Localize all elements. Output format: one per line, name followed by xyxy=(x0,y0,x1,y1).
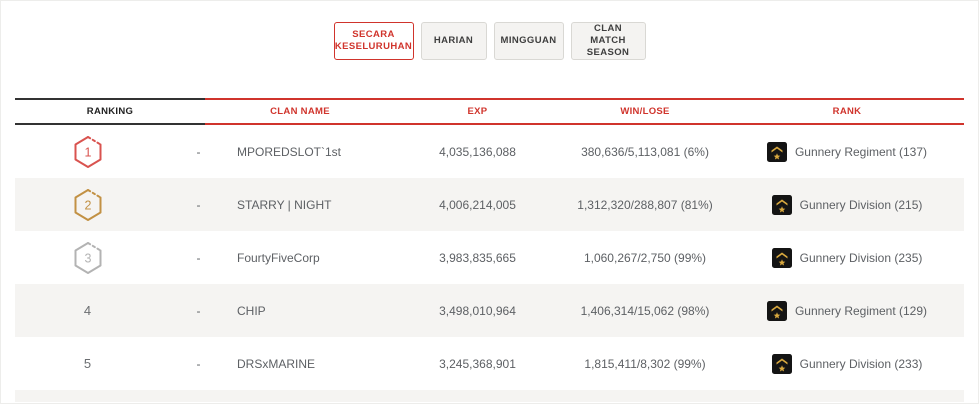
tab-secara-keseluruhan[interactable]: SECARA KESELURUHAN xyxy=(333,22,414,60)
table-body: 1 - MPOREDSLOT`1st 4,035,136,088 380,636… xyxy=(15,125,964,390)
win-lose-cell: 1,060,267/2,750 (99%) xyxy=(583,250,707,265)
table-row: 3 - FourtyFiveCorp 3,983,835,665 1,060,2… xyxy=(15,231,964,284)
clan-name-cell: MPOREDSLOT`1st xyxy=(237,144,342,159)
exp-cell: 4,006,214,005 xyxy=(439,197,516,212)
ranking-cell: 4 xyxy=(15,303,160,318)
rank-cell: Gunnery Division (215) xyxy=(730,194,964,215)
win-lose-cell: 1,312,320/288,807 (81%) xyxy=(577,197,713,212)
header-clan-name: CLAN NAME xyxy=(205,98,395,125)
ranking-cell: 5 xyxy=(15,356,160,371)
header-rank: RANK xyxy=(730,98,964,125)
ranking-cell: 1 xyxy=(15,132,160,172)
military-rank-insignia-icon xyxy=(766,300,787,321)
table-row: 5 - DRSxMARINE 3,245,368,901 1,815,411/8… xyxy=(15,337,964,390)
svg-text:3: 3 xyxy=(84,251,91,265)
svg-text:1: 1 xyxy=(84,145,91,159)
header-exp: EXP xyxy=(395,98,560,125)
rank-title: Gunnery Regiment (129) xyxy=(794,303,928,318)
clan-name-cell: CHIP xyxy=(237,303,266,318)
movement-cell: - xyxy=(196,356,201,371)
table-row: 4 - CHIP 3,498,010,964 1,406,314/15,062 … xyxy=(15,284,964,337)
rank-title: Gunnery Division (215) xyxy=(799,197,923,212)
military-rank-insignia-icon xyxy=(766,141,787,162)
win-lose-cell: 1,815,411/8,302 (99%) xyxy=(584,356,706,371)
rank-hexagon-badge: 1 xyxy=(70,132,106,172)
table-header-row: RANKING CLAN NAME EXP WIN/LOSE RANK xyxy=(15,98,964,125)
movement-cell: - xyxy=(196,144,201,159)
exp-cell: 4,035,136,088 xyxy=(439,144,516,159)
ranking-cell: 2 xyxy=(15,185,160,225)
military-rank-insignia-icon xyxy=(771,194,792,215)
exp-cell: 3,983,835,665 xyxy=(439,250,516,265)
rank-number: 4 xyxy=(83,303,92,318)
rank-title: Gunnery Division (233) xyxy=(799,356,923,371)
movement-cell: - xyxy=(196,197,201,212)
tab-harian[interactable]: HARIAN xyxy=(420,22,487,60)
rank-title: Gunnery Regiment (137) xyxy=(794,144,928,159)
military-rank-insignia-icon xyxy=(771,353,792,374)
clan-name-cell: FourtyFiveCorp xyxy=(237,250,320,265)
win-lose-cell: 380,636/5,113,081 (6%) xyxy=(581,144,709,159)
tab-clan-match-season[interactable]: CLAN MATCH SEASON xyxy=(570,22,646,60)
rank-number: 5 xyxy=(83,356,92,371)
rank-cell: Gunnery Regiment (129) xyxy=(730,300,964,321)
win-lose-cell: 1,406,314/15,062 (98%) xyxy=(580,303,710,318)
exp-cell: 3,245,368,901 xyxy=(439,356,516,371)
rank-cell: Gunnery Division (233) xyxy=(730,353,964,374)
rank-hexagon-badge: 2 xyxy=(70,185,106,225)
next-row-partial xyxy=(15,390,964,402)
movement-cell: - xyxy=(196,250,201,265)
rank-hexagon-badge: 3 xyxy=(70,238,106,278)
rank-cell: Gunnery Division (235) xyxy=(730,247,964,268)
header-win-lose: WIN/LOSE xyxy=(560,98,730,125)
tab-mingguan[interactable]: MINGGUAN xyxy=(493,22,564,60)
military-rank-insignia-icon xyxy=(771,247,792,268)
clan-name-cell: STARRY | NIGHT xyxy=(237,197,332,212)
table-row: 1 - MPOREDSLOT`1st 4,035,136,088 380,636… xyxy=(15,125,964,178)
exp-cell: 3,498,010,964 xyxy=(439,303,516,318)
clan-ranking-table: RANKING CLAN NAME EXP WIN/LOSE RANK 1 - … xyxy=(15,98,964,390)
ranking-cell: 3 xyxy=(15,238,160,278)
rank-cell: Gunnery Regiment (137) xyxy=(730,141,964,162)
svg-text:2: 2 xyxy=(84,198,91,212)
ranking-period-tabs: SECARA KESELURUHAN HARIAN MINGGUAN CLAN … xyxy=(1,22,978,60)
movement-cell: - xyxy=(196,303,201,318)
table-row: 2 - STARRY | NIGHT 4,006,214,005 1,312,3… xyxy=(15,178,964,231)
rank-title: Gunnery Division (235) xyxy=(799,250,923,265)
header-ranking: RANKING xyxy=(15,98,205,125)
clan-name-cell: DRSxMARINE xyxy=(237,356,316,371)
